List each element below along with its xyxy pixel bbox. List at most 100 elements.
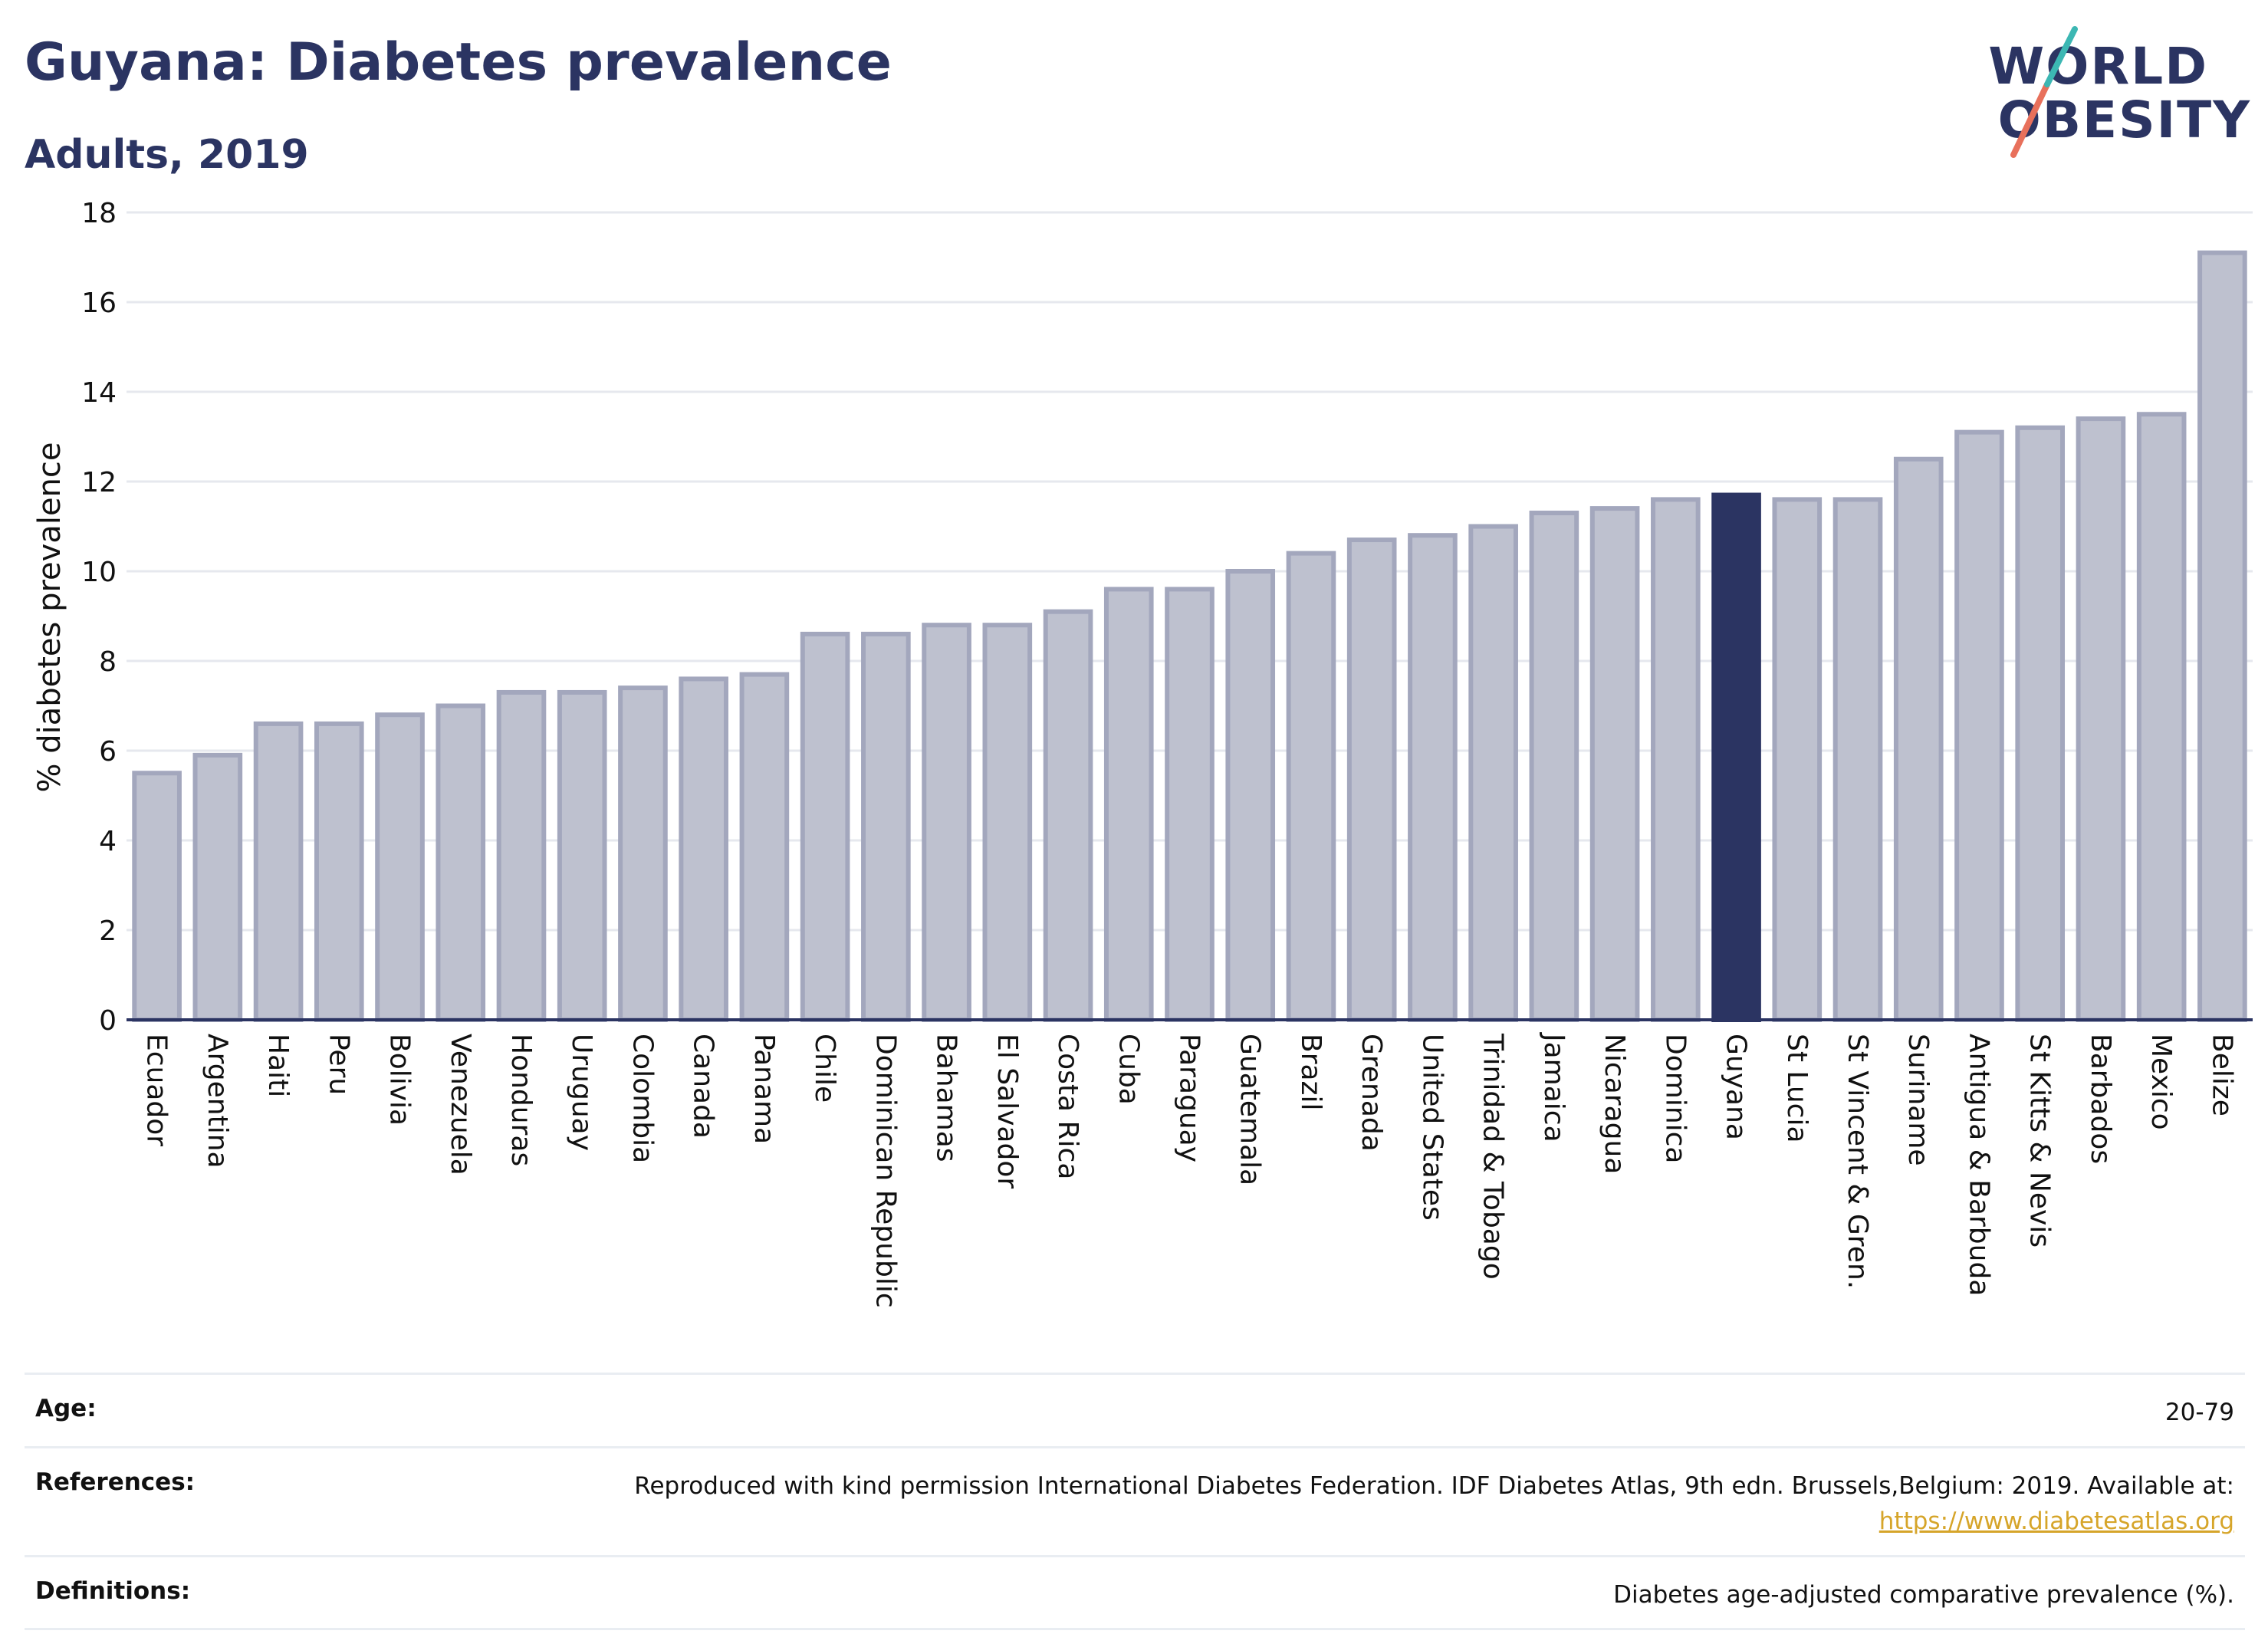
x-tick-label: Guyana xyxy=(1721,1034,1752,1140)
x-tick-label: Bolivia xyxy=(384,1034,416,1126)
x-tick-label: Paraguay xyxy=(1174,1034,1205,1162)
y-tick-label: 10 xyxy=(81,557,117,588)
bar-colombia xyxy=(618,685,668,1022)
references-link[interactable]: https://www.diabetesatlas.org xyxy=(1878,1507,2234,1535)
bar-el-salvador xyxy=(982,623,1033,1022)
info-row-definitions: Definitions: Diabetes age-adjusted compa… xyxy=(25,1554,2245,1630)
bar-st-vincent-gren- xyxy=(1832,497,1883,1022)
bar-st-lucia xyxy=(1772,497,1823,1022)
bar-dominican-republic xyxy=(861,631,911,1023)
bar-jamaica xyxy=(1529,510,1579,1022)
x-tick-label: St Vincent & Gren. xyxy=(1842,1034,1873,1289)
x-tick-label: Venezuela xyxy=(445,1034,476,1175)
x-tick-label: Panama xyxy=(748,1034,780,1144)
chart-title: Guyana: Diabetes prevalence xyxy=(25,32,892,93)
x-tick-label: Barbados xyxy=(2085,1034,2116,1164)
bar-panama xyxy=(739,672,790,1022)
x-tick-label: Colombia xyxy=(626,1034,658,1163)
bar-honduras xyxy=(496,689,547,1022)
bar-peru xyxy=(314,721,364,1023)
y-tick-label: 6 xyxy=(99,736,117,768)
bar-mexico xyxy=(2136,412,2187,1022)
definitions-value: Diabetes age-adjusted comparative preval… xyxy=(1613,1580,2234,1609)
bar-argentina xyxy=(192,752,243,1022)
bar-haiti xyxy=(253,721,304,1023)
bar-barbados xyxy=(2076,416,2126,1023)
definitions-label: Definitions: xyxy=(35,1576,191,1605)
bar-venezuela xyxy=(436,703,486,1022)
x-tick-label: Honduras xyxy=(505,1034,537,1166)
y-tick-label: 4 xyxy=(99,826,117,857)
bar-ecuador xyxy=(132,771,182,1022)
bar-canada xyxy=(679,676,728,1023)
x-tick-label: Grenada xyxy=(1356,1034,1387,1152)
bar-trinidad-tobago xyxy=(1468,524,1518,1022)
x-tick-label: Argentina xyxy=(202,1034,233,1169)
bar-chart: 0 2 4 6 8 10 12 14 16 18 Ecuador Argentina Haiti Per… xyxy=(32,198,2253,1308)
bar-uruguay xyxy=(557,689,607,1022)
y-axis-ticks: 0 2 4 6 8 10 12 14 16 18 xyxy=(81,198,117,1037)
logo-slash-icon xyxy=(2010,26,2078,158)
y-tick-label: 12 xyxy=(81,467,117,498)
y-tick-label: 0 xyxy=(99,1005,117,1037)
info-row-references: References: Reproduced with kind permiss… xyxy=(25,1445,2245,1555)
x-tick-label: Uruguay xyxy=(566,1034,597,1151)
y-tick-label: 8 xyxy=(99,646,117,678)
x-tick-label: Dominica xyxy=(1659,1034,1691,1164)
x-tick-label: Guatemala xyxy=(1234,1034,1266,1185)
x-tick-label: Dominican Republic xyxy=(869,1034,901,1308)
bar-antigua-barbuda xyxy=(1954,429,2004,1022)
info-row-age: Age: 20-79 xyxy=(25,1373,2245,1446)
x-tick-label: Canada xyxy=(688,1034,719,1139)
x-tick-label: Costa Rica xyxy=(1052,1034,1083,1179)
y-axis-label: % diabetes prevalence xyxy=(32,442,67,792)
bar-bahamas xyxy=(922,623,971,1022)
references-text: Reproduced with kind permission Internat… xyxy=(634,1471,2234,1500)
x-tick-label: Chile xyxy=(809,1034,840,1103)
bars xyxy=(132,250,2247,1023)
x-tick-label: Trinidad & Tobago xyxy=(1477,1033,1509,1280)
x-tick-label: El Salvador xyxy=(991,1034,1023,1189)
y-tick-label: 18 xyxy=(81,198,117,229)
logo-text-line1: WORLD xyxy=(1988,37,2208,96)
y-tick-label: 16 xyxy=(81,288,117,319)
x-tick-label: Ecuador xyxy=(141,1034,173,1146)
x-tick-label: Antigua & Barbuda xyxy=(1963,1034,1994,1296)
bar-guyana xyxy=(1711,492,1761,1022)
bar-suriname xyxy=(1893,456,1944,1022)
x-tick-label: Cuba xyxy=(1113,1034,1144,1105)
info-table: Age: 20-79 References: Reproduced with k… xyxy=(25,1373,2245,1630)
x-tick-label: Bahamas xyxy=(931,1034,962,1162)
age-label: Age: xyxy=(35,1395,97,1422)
bar-bolivia xyxy=(375,712,425,1022)
bar-costa-rica xyxy=(1043,609,1093,1022)
references-label: References: xyxy=(35,1468,196,1496)
bar-brazil xyxy=(1286,551,1336,1023)
bar-united-states xyxy=(1408,533,1458,1022)
y-tick-label: 2 xyxy=(99,916,117,947)
bar-nicaragua xyxy=(1589,506,1640,1023)
x-tick-label: St Kitts & Nevis xyxy=(2024,1034,2056,1248)
x-tick-label: Jamaica xyxy=(1538,1032,1570,1142)
age-value: 20-79 xyxy=(2164,1399,2234,1426)
bar-st-kitts-nevis xyxy=(2015,425,2066,1022)
x-tick-label: Belize xyxy=(2206,1034,2237,1116)
world-obesity-logo: WORLD OBESITY xyxy=(1988,23,2251,161)
y-tick-label: 14 xyxy=(81,377,117,409)
bar-cuba xyxy=(1103,587,1154,1022)
bar-belize xyxy=(2197,250,2247,1022)
chart-subtitle: Adults, 2019 xyxy=(25,132,309,178)
references-value: Reproduced with kind permission Internat… xyxy=(634,1468,2234,1540)
bar-paraguay xyxy=(1165,587,1215,1022)
x-tick-label: Nicaragua xyxy=(1599,1034,1630,1174)
x-tick-label: United States xyxy=(1416,1034,1448,1221)
x-axis-labels: Ecuador Argentina Haiti Peru Bolivia Venezuel… xyxy=(141,1032,2238,1308)
x-tick-label: Haiti xyxy=(262,1034,294,1097)
bar-dominica xyxy=(1651,497,1701,1022)
x-tick-label: Mexico xyxy=(2145,1034,2177,1130)
bar-chile xyxy=(800,631,850,1023)
x-tick-label: St Lucia xyxy=(1781,1034,1813,1143)
x-tick-label: Brazil xyxy=(1295,1034,1326,1110)
x-tick-label: Peru xyxy=(323,1034,354,1095)
x-tick-label: Suriname xyxy=(1902,1034,1934,1166)
